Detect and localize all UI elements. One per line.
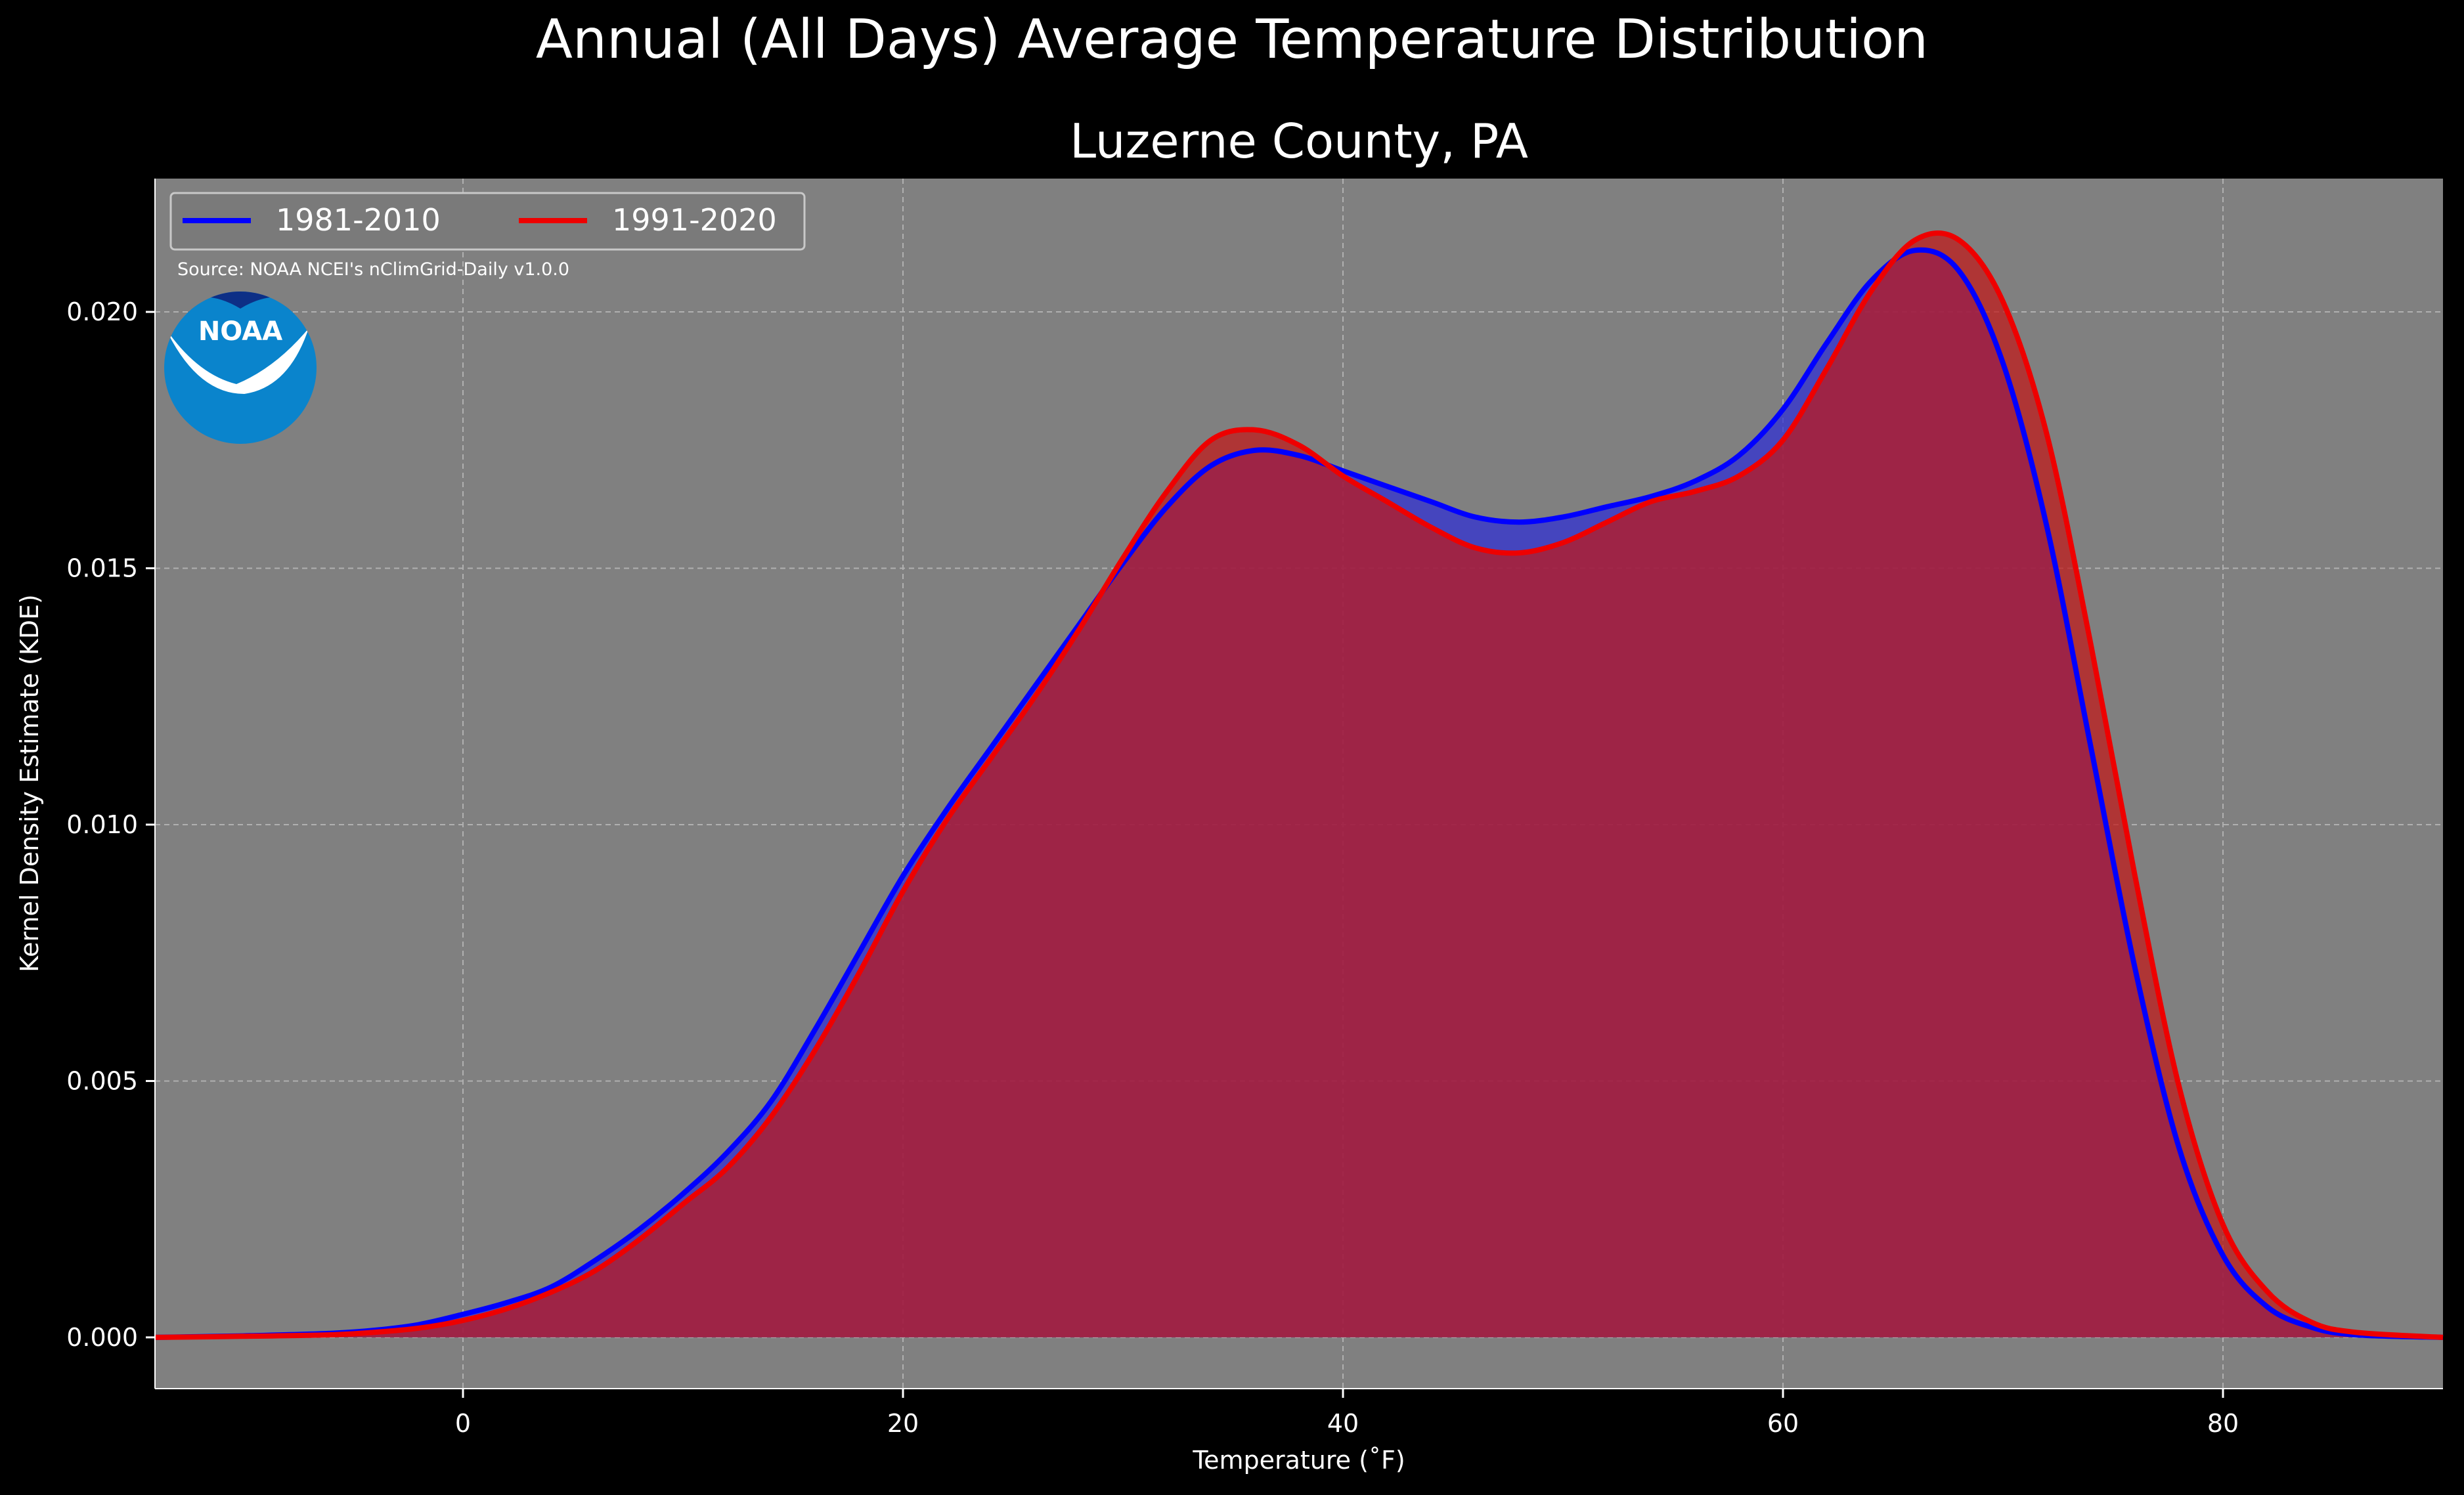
axes: 0 20 40 60 80 0.000 0.005 0.010 0.015 0.020 <box>66 179 2443 1438</box>
legend-box <box>169 192 806 251</box>
series-line-1981-2010 <box>154 247 2444 1340</box>
legend-label-1981-2010: 1981-2010 <box>276 202 441 238</box>
noaa-logo-circle <box>164 292 317 444</box>
legend: 1981-2010 1991-2020 <box>169 192 806 251</box>
y-tick-label: 0.000 <box>66 1323 138 1352</box>
y-tick-label: 0.010 <box>66 810 138 839</box>
y-axis-label: Kernel Density Estimate (KDE) <box>15 594 44 972</box>
seagull-icon <box>165 328 309 394</box>
noaa-logo-text: NOAA <box>198 316 282 347</box>
y-tick-label: 0.020 <box>66 297 138 326</box>
x-tick-label: 40 <box>1327 1409 1359 1438</box>
legend-label-1991-2020: 1991-2020 <box>612 202 777 238</box>
y-tick-label: 0.005 <box>66 1066 138 1095</box>
x-tick-label: 0 <box>455 1409 471 1438</box>
series-line-1991-2020 <box>154 230 2444 1340</box>
series-fills <box>155 232 2443 1337</box>
area-fill-1991-2020 <box>155 232 2443 1337</box>
x-tick-label: 60 <box>1767 1409 1799 1438</box>
x-tick-label: 80 <box>2207 1409 2239 1438</box>
chart-suptitle: Annual (All Days) Average Temperature Di… <box>536 9 1928 71</box>
chart-title: Luzerne County, PA <box>1070 114 1528 169</box>
series-lines <box>154 230 2444 1340</box>
source-note: Source: NOAA NCEI's nClimGrid-Daily v1.0… <box>177 259 569 280</box>
y-tick-label: 0.015 <box>66 554 138 583</box>
x-axis-label: Temperature (˚F) <box>1192 1446 1405 1475</box>
x-tick-label: 20 <box>887 1409 919 1438</box>
